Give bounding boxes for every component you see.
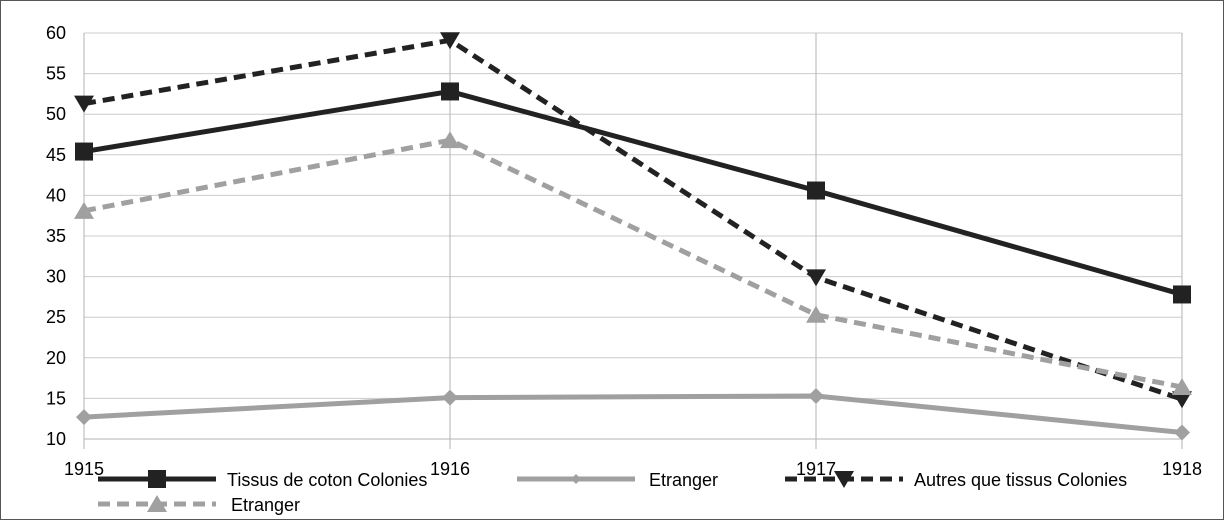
legend-item: Etranger	[517, 470, 718, 490]
data-point	[442, 389, 458, 406]
legend-item: Tissus de coton Colonies	[98, 470, 427, 490]
series-line	[83, 37, 1183, 402]
data-point	[76, 409, 92, 426]
y-tick-label: 45	[46, 145, 66, 165]
y-tick-label: 40	[46, 185, 66, 205]
series-line	[83, 137, 1183, 390]
data-point	[440, 32, 460, 50]
data-point	[806, 305, 826, 323]
data-point	[808, 387, 824, 404]
legend-label: Tissus de coton Colonies	[227, 470, 427, 490]
x-tick-label: 1918	[1162, 459, 1202, 479]
y-tick-label: 30	[46, 267, 66, 287]
data-point	[75, 142, 93, 161]
gridlines	[83, 32, 1183, 449]
legend-marker	[571, 474, 581, 484]
y-tick-label: 50	[46, 104, 66, 124]
legend-marker	[148, 470, 166, 488]
data-point	[1173, 285, 1191, 304]
x-tick-label: 1916	[430, 459, 470, 479]
data-point	[1174, 424, 1190, 441]
y-tick-label: 20	[46, 348, 66, 368]
axes: 10 15 20 25 30 35 40 45 50 55 60 1915 1916 1917 1918	[46, 23, 1202, 479]
x-tick-label: 1915	[64, 459, 104, 479]
data-point	[440, 131, 460, 149]
y-tick-label: 25	[46, 307, 66, 327]
data-point	[1172, 378, 1192, 396]
legend: Tissus de coton Colonies Etranger Autres q…	[98, 470, 1127, 515]
y-tick-label: 15	[46, 388, 66, 408]
y-tick-label: 35	[46, 226, 66, 246]
series-lines	[74, 32, 1192, 441]
y-tick-label: 55	[46, 64, 66, 84]
data-point	[74, 201, 94, 219]
legend-item: Autres que tissus Colonies	[785, 470, 1127, 490]
x-tick-label: 1917	[796, 459, 836, 479]
data-point	[74, 95, 94, 113]
legend-label: Etranger	[649, 470, 718, 490]
series-line	[83, 88, 1183, 297]
legend-marker	[834, 471, 854, 488]
series-1	[76, 387, 1190, 441]
data-point	[1172, 391, 1192, 409]
legend-marker	[147, 495, 167, 512]
series-3	[74, 131, 1192, 396]
data-point	[441, 82, 459, 101]
y-tick-label: 10	[46, 429, 66, 449]
legend-label: Etranger	[231, 495, 300, 515]
y-tick-label: 60	[46, 23, 66, 43]
legend-item: Etranger	[98, 495, 300, 515]
series-2	[74, 32, 1192, 409]
series-0	[75, 82, 1191, 304]
series-line	[83, 393, 1183, 435]
legend-label: Autres que tissus Colonies	[914, 470, 1127, 490]
data-point	[806, 269, 826, 287]
data-point	[807, 181, 825, 200]
